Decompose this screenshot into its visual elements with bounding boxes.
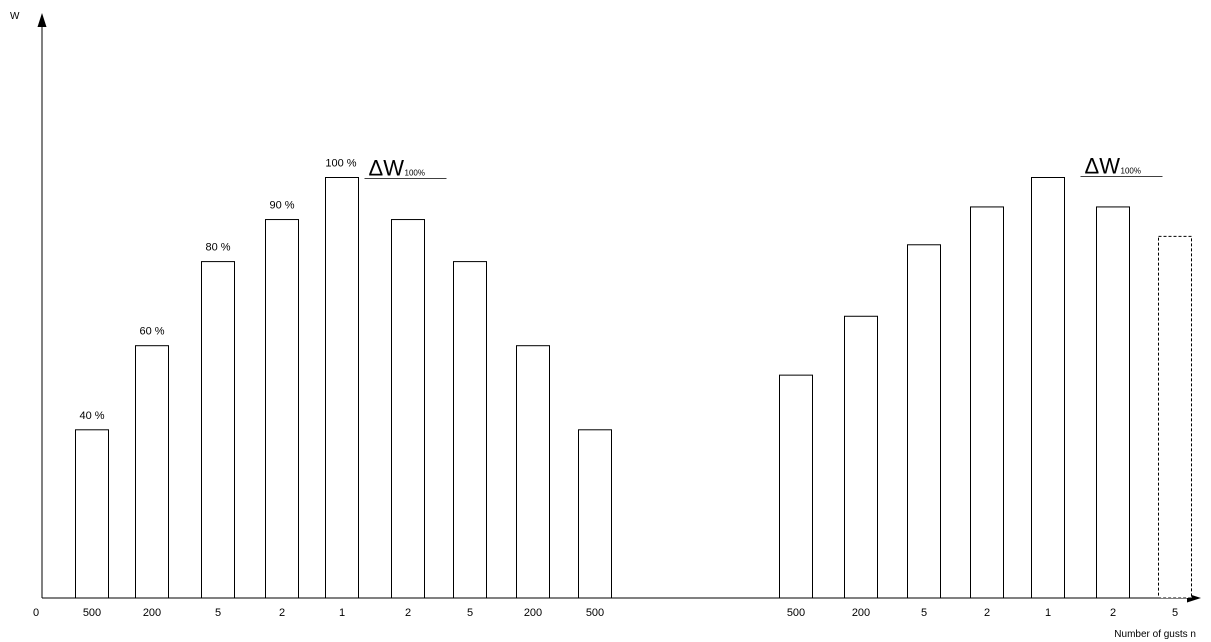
tick-label: 1 — [1045, 607, 1051, 619]
bar-g1-9 — [578, 429, 612, 599]
value-label: 60 % — [139, 326, 164, 338]
delta-w-main: ΔW — [369, 156, 405, 181]
bar-g1-7 — [453, 261, 487, 599]
delta-w-subscript: 100% — [405, 169, 425, 178]
tick-label: 500 — [787, 607, 805, 619]
tick-label: 2 — [405, 607, 411, 619]
bar-g1-1 — [75, 429, 109, 599]
bar-g2-4 — [970, 206, 1004, 599]
origin-label: 0 — [33, 607, 39, 619]
tick-label: 5 — [1172, 607, 1178, 619]
tick-label: 5 — [467, 607, 473, 619]
bar-g1-2 — [135, 345, 169, 599]
tick-label: 500 — [586, 607, 604, 619]
bar-labels: 500 40 % 200 60 % 5 80 % 2 90 % 1 100 % 2 5 200 500 50… — [79, 158, 1178, 620]
delta-w-main: ΔW — [1085, 154, 1121, 179]
tick-label: 2 — [279, 607, 285, 619]
tick-label: 1 — [339, 607, 345, 619]
y-axis-label: W — [10, 11, 20, 22]
delta-w-label: ΔW 100% — [364, 156, 447, 181]
delta-w-labels: ΔW 100% ΔW 100% — [364, 154, 1163, 181]
tick-label: 200 — [143, 607, 161, 619]
bar-g2-5 — [1031, 177, 1065, 599]
bar-g2-1 — [779, 374, 813, 599]
tick-label: 2 — [1110, 607, 1116, 619]
tick-label: 500 — [83, 607, 101, 619]
delta-w-subscript: 100% — [1121, 167, 1141, 176]
bar-g1-5 — [325, 177, 359, 599]
tick-label: 5 — [215, 607, 221, 619]
tick-label: 200 — [852, 607, 870, 619]
bar-g1-4 — [265, 219, 299, 599]
bar-g2-6 — [1096, 206, 1130, 599]
bar-g1-6 — [391, 219, 425, 599]
delta-w-label: ΔW 100% — [1080, 154, 1163, 179]
value-label: 40 % — [79, 410, 104, 422]
value-label: 80 % — [205, 242, 230, 254]
bar-g2-2 — [844, 315, 878, 599]
bar-g1-3 — [201, 261, 235, 599]
value-label: 100 % — [325, 158, 356, 170]
tick-label: 2 — [984, 607, 990, 619]
bar-g2-7 — [1158, 235, 1192, 599]
bar-g1-8 — [516, 345, 550, 599]
bar-g2-3 — [907, 244, 941, 599]
x-axis-label: Number of gusts n — [1114, 629, 1196, 640]
y-axis-arrow-icon — [37, 13, 47, 27]
tick-label: 5 — [921, 607, 927, 619]
bars — [75, 177, 1192, 599]
value-label: 90 % — [269, 200, 294, 212]
tick-label: 200 — [524, 607, 542, 619]
